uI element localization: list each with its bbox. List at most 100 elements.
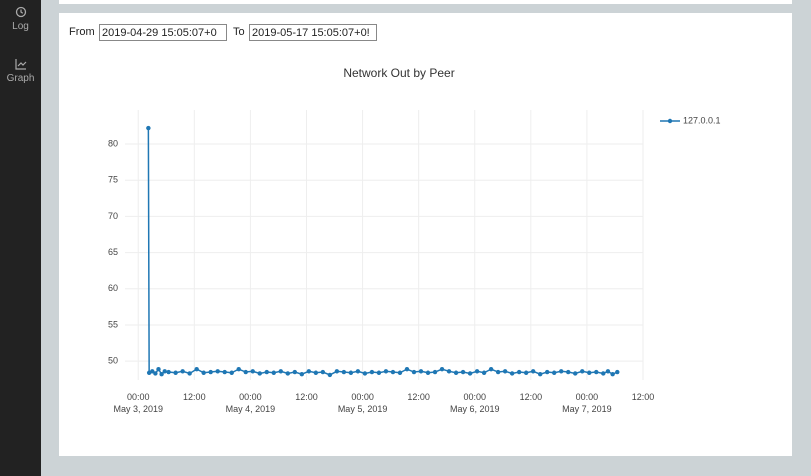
point [439, 366, 445, 372]
legend-swatch [667, 118, 673, 124]
point [150, 369, 155, 374]
point [425, 370, 431, 375]
point [411, 369, 417, 375]
point [271, 370, 276, 375]
nav-label: Graph [6, 73, 35, 84]
point [146, 125, 151, 131]
point [523, 370, 529, 375]
point [299, 372, 305, 377]
point [278, 369, 283, 374]
point [208, 369, 213, 375]
point [460, 369, 466, 375]
point [509, 371, 515, 376]
point [566, 369, 571, 375]
point [341, 369, 347, 375]
point [383, 369, 389, 374]
point [153, 371, 158, 376]
point [215, 369, 220, 374]
legend-label: 127.0.0.1 [683, 115, 721, 125]
point [559, 369, 564, 374]
point [453, 370, 459, 375]
top-card [59, 0, 792, 4]
point [156, 366, 161, 372]
x-tick-label: 12:00 [295, 392, 318, 402]
point [292, 369, 298, 375]
point [236, 366, 241, 372]
y-tick-label: 80 [108, 138, 118, 148]
point [432, 369, 438, 375]
point [587, 370, 592, 375]
point [257, 371, 262, 376]
point [537, 372, 543, 377]
point [552, 370, 557, 375]
point [229, 370, 234, 375]
point [446, 369, 452, 374]
point [544, 369, 550, 375]
x-tick-label: 12:00 [519, 392, 543, 402]
point [601, 371, 606, 376]
x-tick-label: 00:00 May 7, 2019 [562, 392, 612, 414]
point [194, 366, 199, 372]
x-tick-label: 00:00 May 5, 2019 [337, 392, 388, 414]
point [222, 369, 227, 375]
nav-label: Log [12, 21, 29, 32]
point [306, 369, 312, 374]
point [474, 369, 480, 374]
point [530, 369, 536, 374]
point [495, 369, 501, 375]
point [362, 371, 368, 376]
point [580, 369, 585, 374]
point [320, 369, 326, 375]
point [187, 371, 192, 376]
x-tick-label: 00:00 May 4, 2019 [225, 392, 276, 414]
point [285, 371, 290, 376]
point [594, 369, 599, 375]
y-tick-label: 70 [108, 211, 118, 221]
point [369, 369, 375, 375]
point [610, 372, 615, 377]
point [173, 370, 178, 375]
point [615, 369, 620, 375]
y-tick-label: 60 [108, 283, 118, 293]
x-tick-label: 12:00 [631, 392, 655, 402]
point [376, 370, 382, 375]
point [159, 372, 164, 377]
x-tick-label: 00:00 May 6, 2019 [449, 392, 500, 414]
from-label: From [69, 26, 95, 38]
point [467, 371, 473, 376]
point [250, 369, 255, 374]
point [201, 370, 206, 375]
point [180, 369, 185, 374]
sidebar: Log Graph [0, 0, 41, 476]
nav-log[interactable]: Log [0, 6, 41, 32]
nav-graph[interactable]: Graph [0, 58, 41, 84]
point [404, 366, 410, 372]
to-input[interactable]: 2019-05-17 15:05:07+0! [249, 24, 377, 41]
point [502, 369, 508, 374]
point [605, 369, 611, 374]
point [390, 369, 396, 375]
point [516, 369, 522, 375]
point [162, 369, 167, 374]
point [334, 369, 340, 374]
point [243, 369, 248, 375]
graph-icon [14, 59, 26, 70]
point [488, 366, 494, 372]
point [481, 370, 487, 375]
from-input[interactable]: 2019-04-29 15:05:07+0 [99, 24, 227, 41]
x-tick-label: 00:00 May 3, 2019 [113, 392, 163, 414]
x-tick-label: 12:00 [183, 392, 206, 402]
y-tick-label: 55 [108, 319, 118, 329]
log-icon [15, 6, 26, 18]
point [327, 372, 333, 378]
line [147, 128, 618, 376]
point [166, 369, 171, 375]
point [264, 369, 269, 375]
point [348, 370, 354, 375]
point [313, 370, 319, 375]
x-tick-label: 12:00 [407, 392, 430, 402]
y-tick-label: 75 [108, 175, 118, 185]
y-tick-label: 65 [108, 247, 118, 257]
